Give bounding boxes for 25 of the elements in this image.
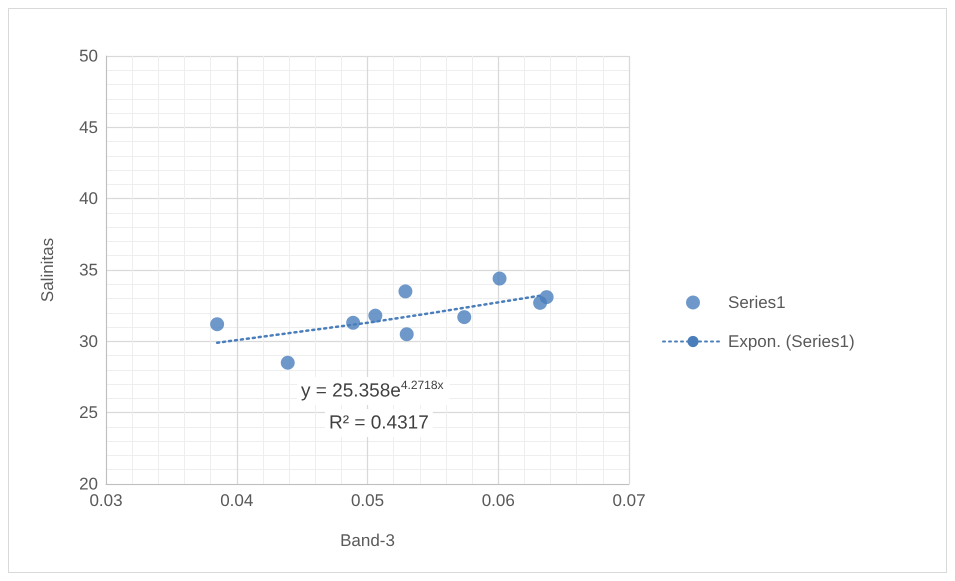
- x-tick-label: 0.05: [350, 491, 384, 510]
- y-tick-label: 40: [79, 189, 98, 208]
- point: [492, 272, 507, 286]
- point: [400, 327, 414, 342]
- point: [540, 290, 554, 304]
- point: [368, 308, 382, 323]
- x-axis-title: Band-3: [340, 531, 395, 550]
- y-tick-label: 20: [79, 474, 98, 494]
- y-tick-label: 25: [79, 403, 98, 422]
- point: [457, 310, 472, 324]
- legend-label: Expon. (Series1): [728, 332, 855, 351]
- annotation: R² = 0.4317: [329, 412, 429, 434]
- y-axis-title: Salinitas: [38, 238, 57, 302]
- point: [280, 356, 295, 370]
- legend-label: Series1: [728, 293, 786, 312]
- x-tick-label: 0.06: [482, 491, 515, 510]
- point: [398, 284, 412, 298]
- y-tick-label: 45: [79, 118, 98, 137]
- y-tick-label: 35: [79, 260, 98, 280]
- x-tick-label: 0.03: [89, 491, 123, 510]
- y-tick-label: 50: [79, 46, 98, 66]
- y-tick-label: 30: [79, 332, 98, 351]
- x-tick-label: 0.04: [220, 491, 254, 510]
- point: [210, 317, 224, 332]
- x-tick-label: 0.07: [612, 491, 646, 510]
